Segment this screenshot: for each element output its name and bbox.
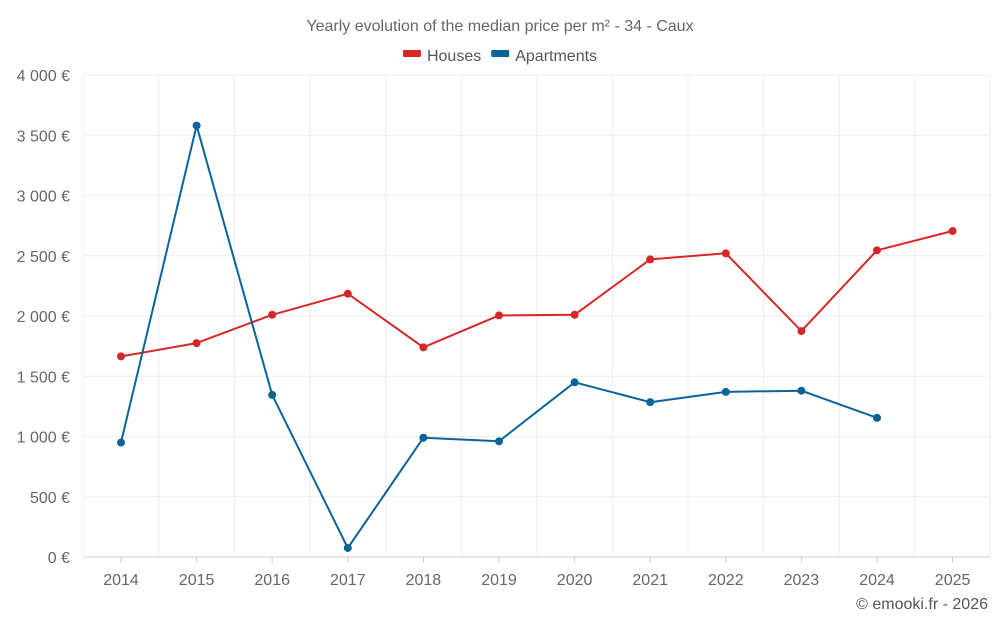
y-tick-label: 2 000 €: [17, 309, 70, 326]
data-point[interactable]: [948, 227, 957, 236]
x-tick-label: 2025: [935, 572, 971, 589]
y-axis: 0 € 500 € 1 000 € 1 500 € 2 000 € 2 500 € 3 00…: [17, 68, 70, 567]
data-point[interactable]: [570, 378, 579, 387]
x-tick-label: 2015: [179, 572, 215, 589]
y-tick-label: 1 500 €: [17, 369, 70, 386]
data-point[interactable]: [343, 543, 352, 552]
x-axis: 2014 2015 2016 2017 2018 2019 2020 2021 2022 2023…: [103, 557, 970, 589]
data-point[interactable]: [268, 310, 277, 319]
data-point[interactable]: [721, 387, 730, 396]
x-tick-label: 2021: [632, 572, 668, 589]
y-tick-label: 4 000 €: [17, 68, 70, 85]
data-point[interactable]: [646, 255, 655, 264]
x-tick-label: 2018: [406, 572, 442, 589]
series-layer: [117, 121, 957, 552]
legend-item-houses[interactable]: Houses: [402, 48, 481, 65]
data-point[interactable]: [343, 289, 352, 298]
legend-label: Houses: [427, 48, 481, 65]
data-point[interactable]: [268, 390, 277, 399]
chart-title: Yearly evolution of the median price per…: [306, 18, 693, 35]
x-tick-label: 2024: [859, 572, 895, 589]
data-point[interactable]: [570, 310, 579, 319]
y-tick-label: 0 €: [48, 550, 70, 567]
data-point[interactable]: [419, 433, 428, 442]
data-point[interactable]: [797, 327, 806, 336]
x-tick-label: 2016: [254, 572, 290, 589]
x-tick-label: 2017: [330, 572, 366, 589]
data-point[interactable]: [495, 437, 503, 446]
y-tick-label: 2 500 €: [17, 249, 70, 266]
series-houses: [117, 227, 957, 361]
data-point[interactable]: [797, 386, 806, 395]
legend-swatch: [402, 50, 421, 57]
data-point[interactable]: [721, 249, 730, 258]
y-tick-label: 3 000 €: [17, 189, 70, 206]
x-tick-label: 2023: [784, 572, 820, 589]
legend-swatch: [491, 50, 510, 57]
data-point[interactable]: [192, 339, 201, 348]
data-point[interactable]: [192, 121, 201, 130]
data-point[interactable]: [419, 343, 428, 352]
x-tick-label: 2022: [708, 572, 744, 589]
data-point[interactable]: [117, 352, 125, 361]
legend-label: Apartments: [515, 48, 597, 65]
y-tick-label: 3 500 €: [17, 128, 70, 145]
y-tick-label: 1 000 €: [17, 430, 70, 447]
x-tick-label: 2014: [103, 572, 139, 589]
x-tick-label: 2019: [481, 572, 517, 589]
legend-item-apartments[interactable]: Apartments: [491, 48, 597, 65]
data-point[interactable]: [873, 413, 881, 422]
x-tick-label: 2020: [557, 572, 593, 589]
y-tick-label: 500 €: [30, 490, 70, 507]
data-point[interactable]: [495, 311, 503, 320]
series-line: [120, 230, 953, 358]
series-apartments: [117, 121, 881, 552]
credit-text: © emooki.fr - 2026: [856, 596, 988, 613]
data-point[interactable]: [873, 246, 881, 255]
data-point[interactable]: [646, 398, 655, 407]
data-point[interactable]: [117, 438, 125, 447]
legend: Houses Apartments: [402, 48, 597, 65]
